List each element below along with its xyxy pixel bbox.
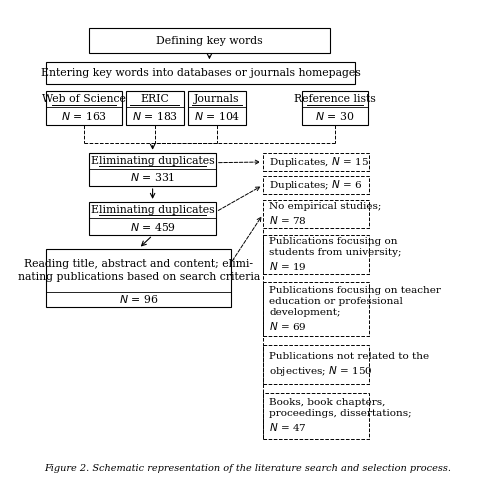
Text: $N$ = 183: $N$ = 183 [132,110,178,122]
Text: $N$ = 30: $N$ = 30 [315,110,355,122]
Text: Entering key words into databases or journals homepages: Entering key words into databases or jou… [41,68,361,78]
Text: Publications focusing on teacher
education or professional
development;
$N$ = 69: Publications focusing on teacher educati… [270,286,441,332]
Bar [46,91,122,124]
Text: $N$ = 331: $N$ = 331 [130,172,175,183]
Text: Duplicates; $N$ = 6: Duplicates; $N$ = 6 [270,178,363,192]
Bar [188,91,246,124]
Text: Eliminating duplicates: Eliminating duplicates [91,205,214,215]
Text: $N$ = 459: $N$ = 459 [130,220,175,232]
Text: Eliminating duplicates: Eliminating duplicates [91,156,214,166]
Text: $N$ = 96: $N$ = 96 [119,293,158,305]
Text: Publications focusing on
students from university;
$N$ = 19: Publications focusing on students from u… [270,237,402,272]
Bar [126,91,184,124]
Bar [263,176,369,195]
Text: $N$ = 104: $N$ = 104 [194,110,240,122]
Bar [263,346,369,384]
Text: No empirical studies;
$N$ = 78: No empirical studies; $N$ = 78 [270,202,382,226]
Text: Figure 2. Schematic representation of the literature search and selection proces: Figure 2. Schematic representation of th… [44,464,452,473]
Text: Reading title, abstract and content; elimi-
nating publications based on search : Reading title, abstract and content; eli… [17,260,260,282]
Bar [89,152,216,186]
Text: $N$ = 163: $N$ = 163 [61,110,107,122]
Text: Defining key words: Defining key words [156,36,263,46]
Bar [263,392,369,440]
Text: Publications not related to the
objectives; $N$ = 150: Publications not related to the objectiv… [270,352,429,378]
Text: Web of Science: Web of Science [42,94,126,104]
Bar [46,62,355,84]
Bar [302,91,368,124]
Bar [263,282,369,336]
Text: Journals: Journals [194,94,240,104]
Text: Reference lists: Reference lists [294,94,376,104]
Bar [89,28,329,54]
Text: ERIC: ERIC [141,94,169,104]
Bar [89,202,216,235]
Bar [46,248,231,306]
Text: Duplicates, $N$ = 15: Duplicates, $N$ = 15 [270,155,369,169]
Bar [263,200,369,228]
Text: Books, book chapters,
proceedings, dissertations;
$N$ = 47: Books, book chapters, proceedings, disse… [270,398,412,434]
Bar [263,152,369,172]
Bar [263,235,369,274]
